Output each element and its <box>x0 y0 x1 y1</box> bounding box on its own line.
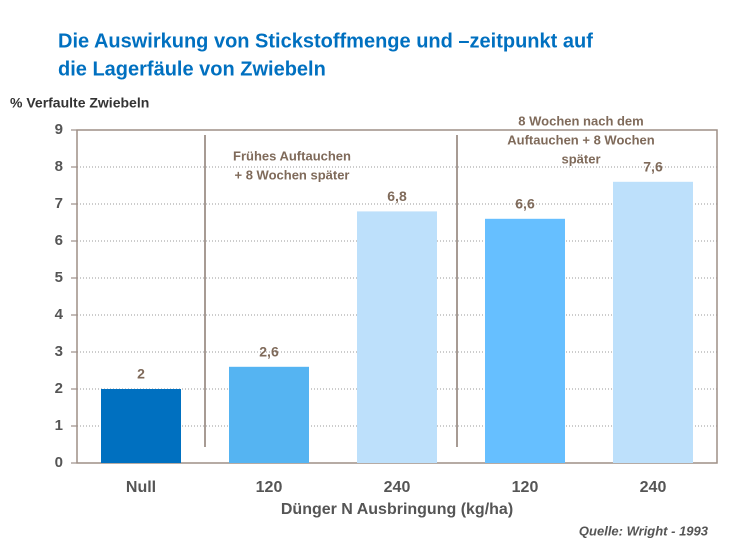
value-label: 2 <box>137 366 145 382</box>
source: Quelle: Wright - 1993 <box>579 523 709 538</box>
bar <box>357 211 437 463</box>
annotation: Frühes Auftauchen <box>233 148 351 163</box>
y-axis-label: % Verfaulte Zwiebeln <box>10 95 149 111</box>
y-tick-label: 4 <box>55 306 64 323</box>
value-label: 7,6 <box>643 159 663 175</box>
bar <box>229 366 309 463</box>
y-tick-label: 9 <box>55 121 63 138</box>
y-tick-label: 0 <box>55 454 63 471</box>
y-tick-label: 7 <box>55 195 63 212</box>
x-axis-label: Dünger N Ausbringung (kg/ha) <box>281 501 513 518</box>
bar <box>613 181 693 464</box>
annotation: Auftauchen + 8 Wochen <box>507 132 655 147</box>
bar <box>485 218 565 463</box>
chart-title: Die Auswirkung von Stickstoffmenge und –… <box>58 30 593 52</box>
annotation: später <box>561 151 600 166</box>
x-tick-label: 240 <box>384 479 411 496</box>
y-tick-label: 3 <box>55 343 63 360</box>
annotation: + 8 Wochen später <box>235 167 350 182</box>
bar <box>101 389 181 463</box>
x-tick-label: 120 <box>512 479 539 496</box>
chart-title: die Lagerfäule von Zwiebeln <box>58 58 326 80</box>
y-tick-label: 5 <box>55 269 63 286</box>
y-tick-label: 1 <box>55 417 63 434</box>
value-label: 6,6 <box>515 196 535 212</box>
y-tick-label: 8 <box>55 158 63 175</box>
x-tick-label: Null <box>126 479 156 496</box>
x-tick-label: 240 <box>640 479 667 496</box>
y-tick-label: 6 <box>55 232 63 249</box>
value-label: 2,6 <box>259 344 279 360</box>
annotation: 8 Wochen nach dem <box>518 113 643 128</box>
x-tick-label: 120 <box>256 479 283 496</box>
y-tick-label: 2 <box>55 380 63 397</box>
value-label: 6,8 <box>387 188 407 204</box>
